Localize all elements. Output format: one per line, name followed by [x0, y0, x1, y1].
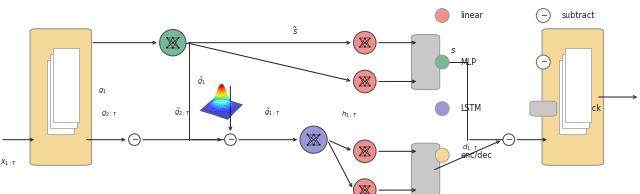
Ellipse shape — [172, 37, 173, 39]
Ellipse shape — [503, 134, 515, 146]
FancyBboxPatch shape — [412, 35, 440, 90]
Ellipse shape — [159, 29, 186, 56]
Text: $\tilde{g}_1$: $\tilde{g}_1$ — [197, 76, 206, 87]
Text: $d_{1:T}$: $d_{1:T}$ — [462, 142, 479, 152]
Ellipse shape — [364, 85, 365, 87]
Ellipse shape — [166, 47, 168, 48]
Ellipse shape — [300, 126, 327, 153]
Ellipse shape — [172, 42, 173, 43]
Ellipse shape — [369, 38, 371, 39]
FancyBboxPatch shape — [30, 29, 92, 165]
Text: $s$: $s$ — [450, 46, 456, 55]
Text: $\tilde{g}_{1:T}$: $\tilde{g}_{1:T}$ — [264, 107, 280, 118]
Ellipse shape — [178, 37, 180, 39]
Ellipse shape — [364, 76, 365, 78]
Ellipse shape — [353, 140, 376, 163]
Text: −: − — [227, 135, 234, 144]
Ellipse shape — [172, 47, 173, 48]
Ellipse shape — [536, 55, 550, 69]
Ellipse shape — [364, 189, 365, 191]
Ellipse shape — [435, 55, 449, 69]
Ellipse shape — [178, 47, 180, 48]
Ellipse shape — [359, 146, 360, 148]
Ellipse shape — [369, 155, 371, 156]
Ellipse shape — [435, 148, 449, 162]
FancyBboxPatch shape — [52, 48, 79, 122]
Ellipse shape — [435, 102, 449, 116]
Text: $g_1$: $g_1$ — [98, 87, 107, 96]
Ellipse shape — [359, 46, 360, 48]
Ellipse shape — [313, 139, 314, 141]
Ellipse shape — [364, 42, 365, 43]
Ellipse shape — [364, 38, 365, 39]
Ellipse shape — [364, 46, 365, 48]
FancyBboxPatch shape — [50, 54, 77, 128]
Text: LSTM: LSTM — [461, 104, 482, 113]
Ellipse shape — [369, 185, 371, 187]
Text: $g_{2:T}$: $g_{2:T}$ — [101, 110, 117, 119]
Text: $x_{1:T}$: $x_{1:T}$ — [0, 158, 18, 168]
Ellipse shape — [359, 85, 360, 87]
Text: −: − — [131, 135, 138, 144]
Text: MLP: MLP — [461, 58, 477, 67]
Ellipse shape — [313, 144, 314, 146]
FancyBboxPatch shape — [559, 60, 586, 134]
Ellipse shape — [369, 46, 371, 48]
Text: repr. trick: repr. trick — [562, 104, 601, 113]
Text: concat: concat — [562, 58, 589, 67]
Text: −: − — [506, 135, 512, 144]
FancyBboxPatch shape — [47, 60, 74, 134]
Ellipse shape — [353, 70, 376, 93]
Ellipse shape — [307, 134, 308, 135]
Ellipse shape — [435, 9, 449, 23]
Ellipse shape — [353, 31, 376, 54]
Ellipse shape — [364, 155, 365, 156]
FancyBboxPatch shape — [412, 143, 440, 194]
Text: enc/dec: enc/dec — [461, 151, 493, 160]
Ellipse shape — [359, 185, 360, 187]
Ellipse shape — [319, 144, 321, 146]
Ellipse shape — [369, 76, 371, 78]
Ellipse shape — [364, 185, 365, 187]
Ellipse shape — [359, 76, 360, 78]
FancyBboxPatch shape — [542, 29, 604, 165]
Text: $\tilde{s}$: $\tilde{s}$ — [292, 25, 298, 37]
Ellipse shape — [369, 146, 371, 148]
Ellipse shape — [129, 134, 140, 146]
Ellipse shape — [364, 81, 365, 82]
Text: −: − — [540, 58, 547, 67]
Ellipse shape — [364, 146, 365, 148]
Ellipse shape — [369, 85, 371, 87]
Ellipse shape — [307, 144, 308, 146]
Text: linear: linear — [461, 11, 484, 20]
Ellipse shape — [166, 37, 168, 39]
Ellipse shape — [313, 134, 314, 135]
Ellipse shape — [359, 155, 360, 156]
FancyBboxPatch shape — [530, 101, 557, 116]
Ellipse shape — [353, 179, 376, 194]
Text: −: − — [540, 11, 547, 20]
Ellipse shape — [364, 151, 365, 152]
Ellipse shape — [319, 134, 321, 135]
Ellipse shape — [225, 134, 236, 146]
FancyBboxPatch shape — [562, 54, 589, 128]
Ellipse shape — [359, 38, 360, 39]
Ellipse shape — [536, 9, 550, 23]
Text: subtract: subtract — [562, 11, 595, 20]
Text: $h_{1:T}$: $h_{1:T}$ — [341, 109, 358, 120]
Text: $\tilde{g}_{2:T}$: $\tilde{g}_{2:T}$ — [174, 107, 191, 118]
FancyBboxPatch shape — [564, 48, 591, 122]
